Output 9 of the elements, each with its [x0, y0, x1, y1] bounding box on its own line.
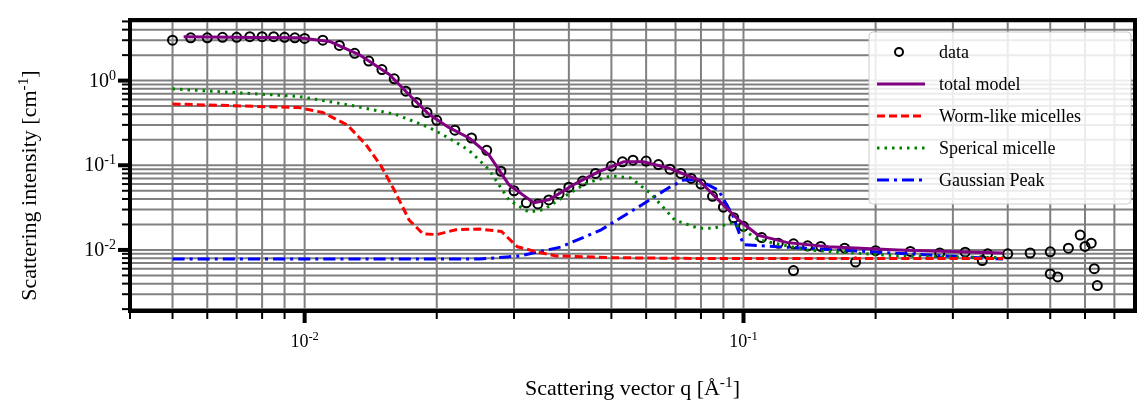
legend-label: Gaussian Peak — [939, 170, 1045, 190]
legend-label: Sperical micelle — [939, 138, 1056, 158]
y-tick-label: 10$^{-2}$ — [84, 236, 116, 260]
y-tick-label: 10$^{0}$ — [89, 67, 116, 91]
legend-label: data — [939, 42, 969, 62]
legend-label: total model — [939, 74, 1021, 94]
y-tick-label: 10$^{-1}$ — [84, 151, 116, 176]
x-axis-title: Scattering vector q [Å$^{-1}$] — [524, 372, 741, 400]
legend-label: Worm-like micelles — [939, 106, 1082, 126]
